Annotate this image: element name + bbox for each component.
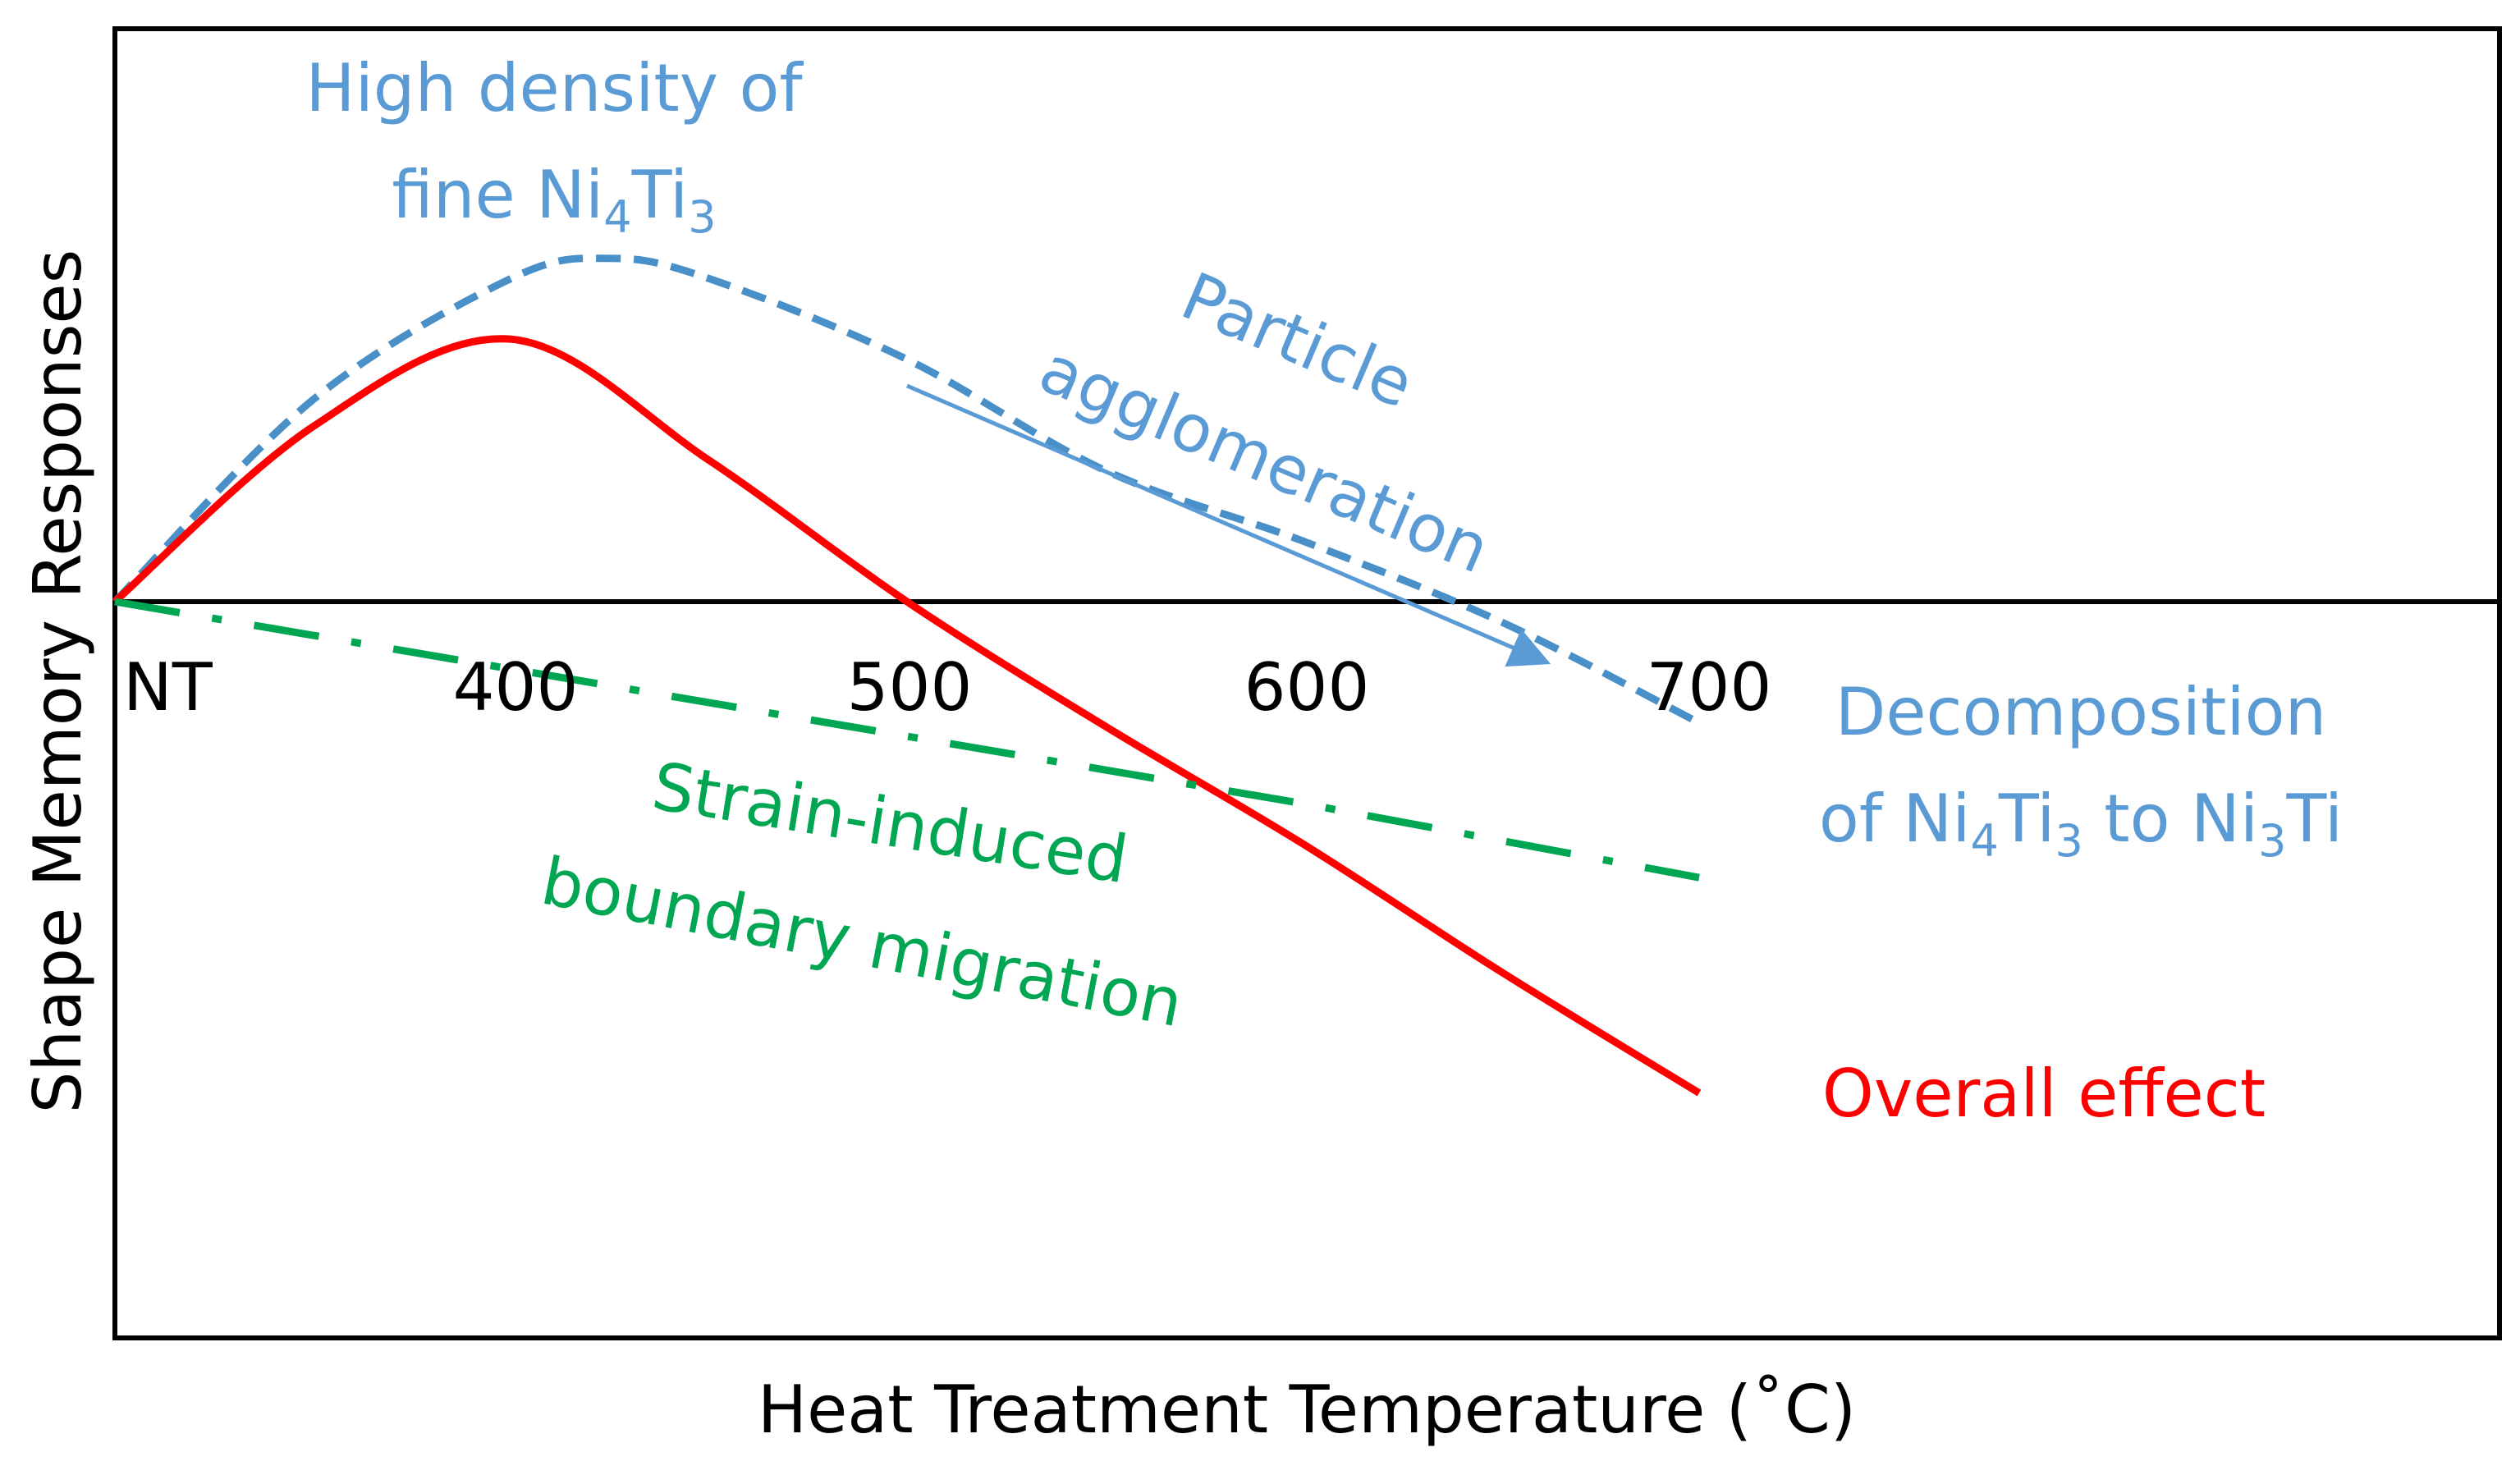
subscript: 4 bbox=[603, 191, 631, 243]
x-tick-label: 600 bbox=[1244, 649, 1370, 726]
annotation-text: Ti bbox=[631, 157, 689, 233]
x-tick-label: 500 bbox=[847, 649, 973, 726]
annotation-text: Ti bbox=[1998, 781, 2055, 857]
x-tick-label: 700 bbox=[1647, 649, 1772, 726]
annotation-text: of Ni bbox=[1819, 781, 1971, 857]
annotation-decomposition: Decomposition bbox=[1835, 674, 2327, 750]
x-axis-title: Heat Treatment Temperature (˚C) bbox=[758, 1372, 1856, 1448]
annotation-text: to Ni bbox=[2083, 781, 2258, 857]
annotation-agglomeration: agglomeration bbox=[1029, 331, 1501, 589]
annotation-overall-effect: Overall effect bbox=[1822, 1056, 2266, 1132]
series-line-overall-effect bbox=[112, 335, 1702, 1097]
annotation-ni4ti3-to-ni3ti: of Ni4Ti3 to Ni3Ti bbox=[1819, 781, 2343, 867]
annotation-text: Ti bbox=[2285, 781, 2343, 857]
x-tick-label: 400 bbox=[453, 649, 579, 726]
subscript: 3 bbox=[688, 191, 716, 243]
annotation-fine-ni4ti3: fine Ni4Ti3 bbox=[392, 157, 716, 243]
subscript: 3 bbox=[2055, 815, 2083, 867]
agglomeration-arrow bbox=[906, 383, 1551, 667]
subscript: 3 bbox=[2258, 815, 2286, 867]
annotation-high-density: High density of bbox=[305, 50, 804, 126]
subscript: 4 bbox=[1971, 815, 1999, 867]
series-line-fine-ni4ti3-dashed bbox=[112, 254, 1702, 726]
plot-frame bbox=[112, 26, 2502, 1340]
y-axis-title: Shape Memory Responses bbox=[20, 250, 96, 1114]
x-tick-label: NT bbox=[123, 649, 213, 726]
annotation-text: fine Ni bbox=[392, 157, 603, 233]
